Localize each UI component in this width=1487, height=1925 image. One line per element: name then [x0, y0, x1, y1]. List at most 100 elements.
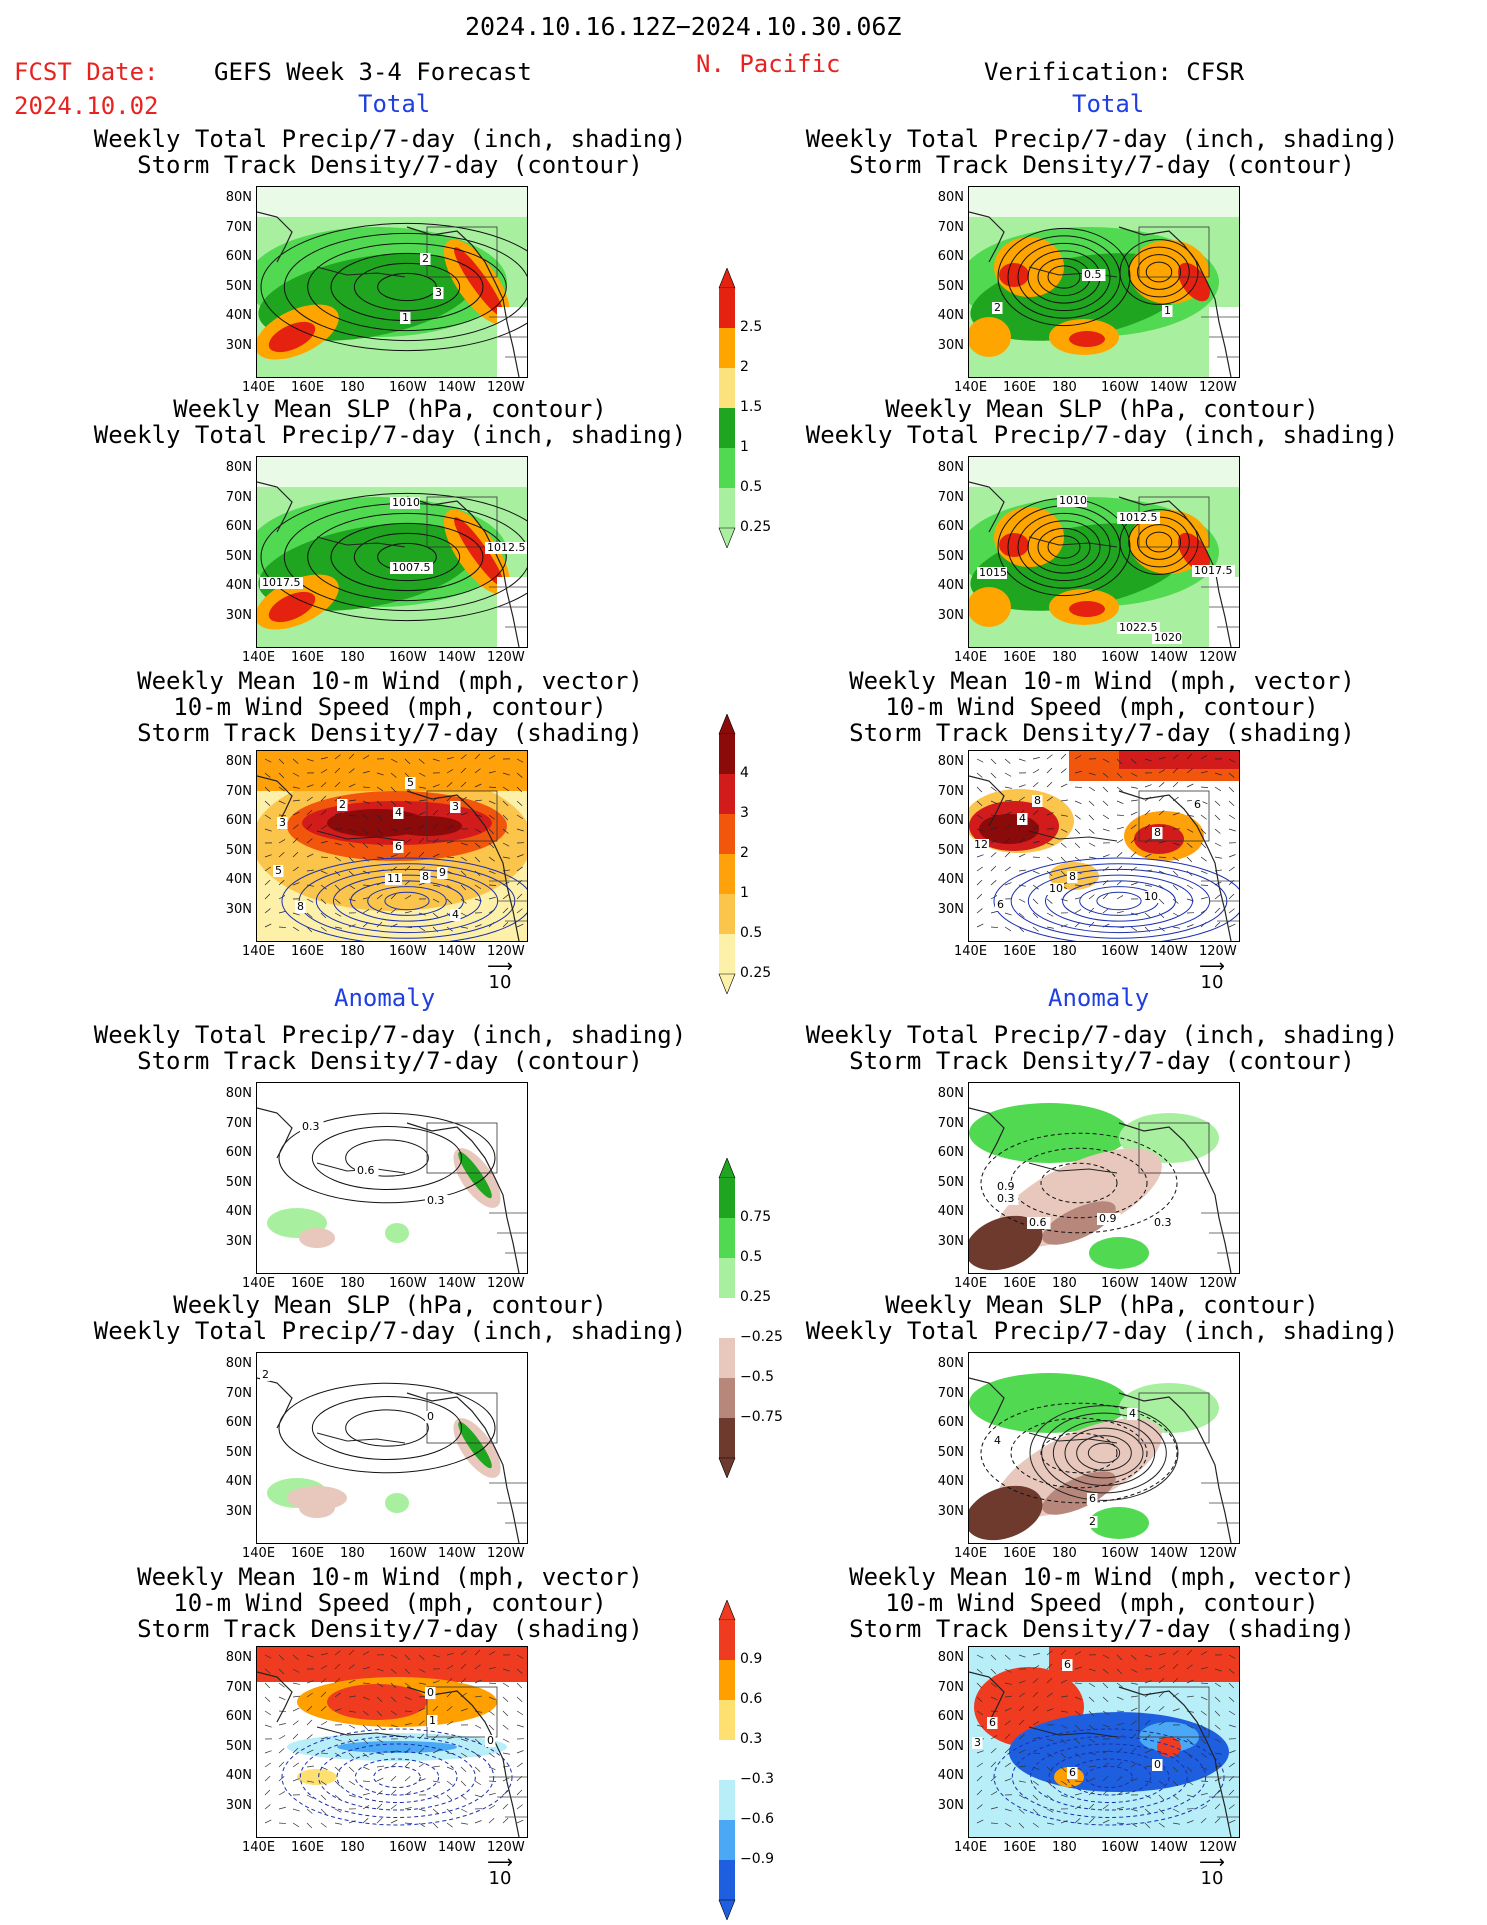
wind-vector: [292, 824, 299, 830]
wind-vector: [418, 1778, 426, 1782]
lon-tick-label: 140W: [1150, 1840, 1188, 1855]
state-borders: [1201, 316, 1239, 358]
wind-anom-contour: [1085, 1766, 1133, 1788]
wind-vector: [460, 870, 467, 877]
precip-anom-negative: [996, 1418, 1162, 1518]
wind-vector: [334, 898, 341, 904]
wind-vector: [278, 1748, 285, 1754]
wind-vector: [1004, 824, 1011, 830]
title-slp-precip-anom-right: Weekly Mean SLP (hPa, contour) Weekly Tot…: [805, 1291, 1399, 1345]
wind-vector: [1018, 1808, 1025, 1814]
wind-vector: [264, 908, 271, 914]
wind-vector: [306, 796, 313, 802]
reference-vector-label: 10: [1200, 972, 1224, 993]
wind-vector: [976, 1654, 984, 1659]
contour-line: [1145, 531, 1173, 553]
wind-vector: [320, 769, 328, 774]
lon-tick-label: 140W: [1150, 1546, 1188, 1561]
wind-vector: [1130, 1762, 1137, 1768]
wind-vector: [1130, 1707, 1138, 1712]
wind-vector: [278, 1791, 286, 1796]
wind-vector: [418, 1733, 425, 1740]
anomaly-contour: [1040, 1432, 1118, 1474]
wind-vector: [1004, 1822, 1012, 1828]
contour-label: 3: [452, 800, 459, 813]
wind-vector: [1046, 926, 1054, 929]
wind-vector: [990, 910, 998, 914]
wind-vector: [516, 1654, 524, 1659]
wind-vector: [1032, 1808, 1039, 1815]
wind-vector: [334, 1708, 342, 1712]
contour-label-bg: [1127, 1408, 1138, 1420]
wind-vector: [446, 898, 453, 905]
wind-vector: [1130, 1695, 1138, 1698]
colorbar-label: 0.5: [740, 1249, 763, 1265]
wind-vector: [1046, 1692, 1053, 1698]
wind-vector: [390, 772, 397, 778]
wind-vector: [390, 893, 397, 900]
wind-vector: [488, 1752, 495, 1758]
wind-vector: [390, 758, 398, 763]
wind-vector: [376, 894, 383, 900]
section-total-right: Total: [1072, 90, 1145, 118]
precip-subtropical-max: [1069, 331, 1105, 347]
contour-label-bg: [992, 1435, 1003, 1447]
colorbar-segment: [719, 894, 735, 934]
wind-vector: [1228, 923, 1236, 928]
colorbar-segment: [719, 488, 735, 528]
wind-vector: [1186, 856, 1193, 863]
aleutian-islands: [1028, 1432, 1118, 1444]
wind-vector: [502, 772, 510, 776]
wind-vector: [334, 1766, 341, 1773]
wind-vector: [502, 1738, 510, 1743]
contour-label-bg: [1192, 799, 1203, 811]
state-borders: [489, 586, 527, 628]
wind-vector: [418, 1720, 425, 1726]
wind-vector: [404, 758, 411, 765]
wind-vector: [1144, 784, 1152, 788]
wind-vector: [488, 1651, 496, 1656]
wind-vector: [1130, 824, 1137, 830]
wind-vector: [362, 1724, 369, 1731]
lat-tick-label: 70N: [225, 1385, 252, 1401]
wind-vector: [1116, 1822, 1125, 1824]
wind-vector: [1116, 852, 1123, 858]
lat-tick-label: 60N: [937, 813, 964, 828]
lat-tick-label: 50N: [225, 842, 252, 858]
wind-vector: [1102, 1696, 1109, 1703]
wind-vector: [278, 880, 285, 886]
contour-label-bg: [1067, 871, 1078, 883]
wind-vector: [390, 1789, 397, 1796]
wind-vector: [1102, 772, 1109, 778]
wind-vector: [1046, 856, 1054, 862]
wind-vector: [348, 1820, 356, 1824]
wind-vector: [1060, 799, 1068, 802]
contour-line: [1137, 524, 1181, 560]
wind-vector: [1158, 769, 1166, 774]
wind-vector: [488, 856, 495, 862]
wind-vector: [516, 1724, 524, 1728]
wind-vector: [1018, 1680, 1026, 1684]
contour-line: [1027, 520, 1101, 574]
wind-vector: [1060, 870, 1067, 877]
wind-vector: [1186, 924, 1194, 928]
wind-vector: [488, 1696, 496, 1701]
wind-vector: [334, 912, 342, 917]
lat-tick-label: 50N: [937, 1738, 964, 1754]
wind-vector: [348, 856, 355, 863]
wind-vector: [1046, 1738, 1054, 1742]
wind-vector: [1214, 907, 1221, 914]
wind-vector: [264, 1789, 271, 1796]
lon-tick-label: 180: [340, 650, 365, 665]
wind-vector: [1214, 1803, 1221, 1810]
wind-vector: [1004, 1720, 1011, 1726]
wind-vector: [1214, 828, 1221, 834]
asia-coastline: [257, 481, 293, 533]
lat-tick-label: 70N: [937, 219, 964, 235]
wind-vector: [306, 1705, 313, 1712]
north-america-coastline: [406, 790, 520, 941]
contour-label: 0.6: [1029, 1216, 1047, 1229]
wind-vector: [292, 882, 300, 886]
wind-vector: [376, 1803, 383, 1810]
colorbar-label: −0.5: [740, 1369, 774, 1385]
